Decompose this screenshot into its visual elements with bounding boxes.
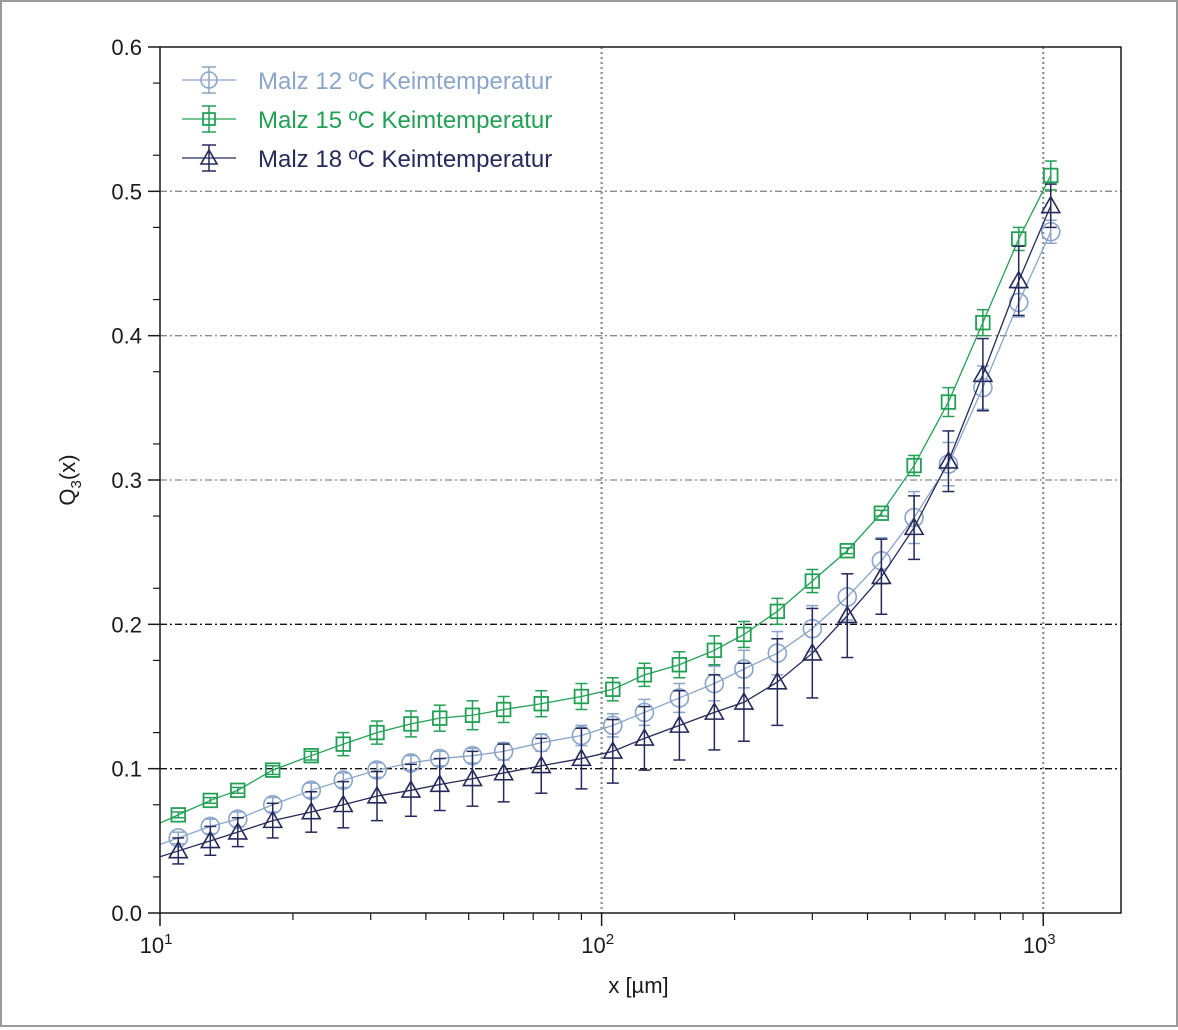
data-point-square — [636, 667, 653, 683]
data-point-square — [940, 394, 957, 410]
data-point-square — [432, 710, 448, 726]
data-point-triangle — [836, 605, 858, 624]
x-tick-label: 102 — [581, 931, 614, 958]
data-point-square — [533, 696, 549, 712]
legend-entry: Malz 15 ºC Keimtemperatur — [182, 105, 552, 134]
data-point-square — [736, 626, 752, 643]
legend-marker-triangle — [199, 148, 219, 165]
data-point-square — [671, 657, 688, 673]
data-point-square — [170, 807, 186, 823]
series-line — [159, 175, 1052, 824]
y-tick-label: 0.1 — [111, 757, 142, 782]
data-point-triangle — [332, 794, 354, 813]
legend-entry: Malz 12 ºC Keimtemperatur — [182, 66, 552, 95]
series-layer — [159, 160, 1062, 865]
data-point-square — [906, 457, 922, 474]
y-tick-label: 0.0 — [111, 901, 142, 926]
data-point-square — [804, 573, 821, 589]
data-point-triangle — [300, 801, 322, 820]
grid-lines — [160, 47, 1121, 913]
data-point-triangle — [262, 810, 284, 829]
data-point-square — [265, 762, 281, 778]
data-point-triangle — [733, 691, 755, 710]
y-tick-label: 0.6 — [111, 35, 142, 60]
series-circle — [159, 219, 1061, 848]
data-point-triangle — [972, 364, 994, 383]
data-point-triangle — [703, 701, 725, 720]
x-tick-label: 103 — [1023, 931, 1056, 958]
data-point-triangle — [634, 727, 655, 746]
x-tick-label: 101 — [140, 931, 173, 958]
data-point-square — [839, 543, 855, 559]
data-point-triangle — [199, 830, 221, 849]
x-axis-label: x [µm] — [608, 973, 668, 998]
legend-marker-square — [202, 112, 216, 126]
data-point-square — [464, 707, 481, 723]
data-point-triangle — [571, 747, 592, 767]
data-point-triangle — [493, 762, 515, 781]
data-point-triangle — [1040, 195, 1062, 214]
data-point-square — [975, 314, 991, 331]
y-tick-label: 0.4 — [111, 324, 142, 349]
y-tick-label: 0.3 — [111, 468, 142, 493]
legend-marker-circle — [200, 71, 218, 89]
y-axis-label: Q3(x) — [55, 454, 85, 505]
data-point-triangle — [1008, 270, 1030, 289]
legend-entry: Malz 18 ºC Keimtemperatur — [182, 144, 552, 173]
legend-label: Malz 18 ºC Keimtemperatur — [258, 146, 552, 173]
y-tick-label: 0.5 — [111, 179, 142, 204]
data-point-triangle — [870, 566, 892, 585]
data-point-square — [1043, 167, 1059, 184]
data-point-triangle — [801, 642, 823, 661]
data-point-square — [202, 792, 219, 809]
legend: Malz 12 ºC Keimtemperatur Malz 15 ºC Keim… — [182, 66, 552, 173]
data-point-triangle — [400, 779, 422, 798]
data-point-triangle — [530, 755, 552, 774]
series-square — [159, 160, 1059, 824]
data-point-square — [403, 716, 419, 732]
data-point-square — [230, 782, 246, 799]
data-point-square — [369, 724, 385, 741]
data-point-square — [303, 747, 319, 764]
axes: 0.0 0.1 0.2 0.3 0.4 0.5 0.6 101 102 103 x [µm] Q3(x… — [55, 35, 1056, 998]
data-point-square — [335, 736, 351, 752]
data-point-triangle — [462, 768, 483, 787]
data-point-triangle — [167, 840, 189, 859]
series-line — [159, 205, 1052, 858]
data-point-triangle — [669, 714, 690, 733]
data-point-square — [706, 642, 723, 659]
data-point-triangle — [227, 821, 249, 840]
series-triangle — [159, 183, 1062, 865]
data-point-square — [769, 603, 786, 620]
data-point-triangle — [366, 785, 388, 804]
series-line — [159, 231, 1052, 846]
data-point-square — [495, 701, 512, 718]
data-point-triangle — [766, 671, 788, 690]
legend-label: Malz 15 ºC Keimtemperatur — [258, 107, 552, 134]
data-point-triangle — [602, 740, 624, 759]
legend-label: Malz 12 ºC Keimtemperatur — [258, 68, 552, 95]
data-point-square — [605, 681, 621, 697]
data-point-triangle — [903, 517, 925, 536]
data-point-square — [573, 688, 590, 705]
y-tick-label: 0.2 — [111, 612, 142, 637]
data-point-square — [873, 505, 890, 521]
data-point-triangle — [938, 450, 959, 469]
data-point-triangle — [429, 773, 451, 793]
